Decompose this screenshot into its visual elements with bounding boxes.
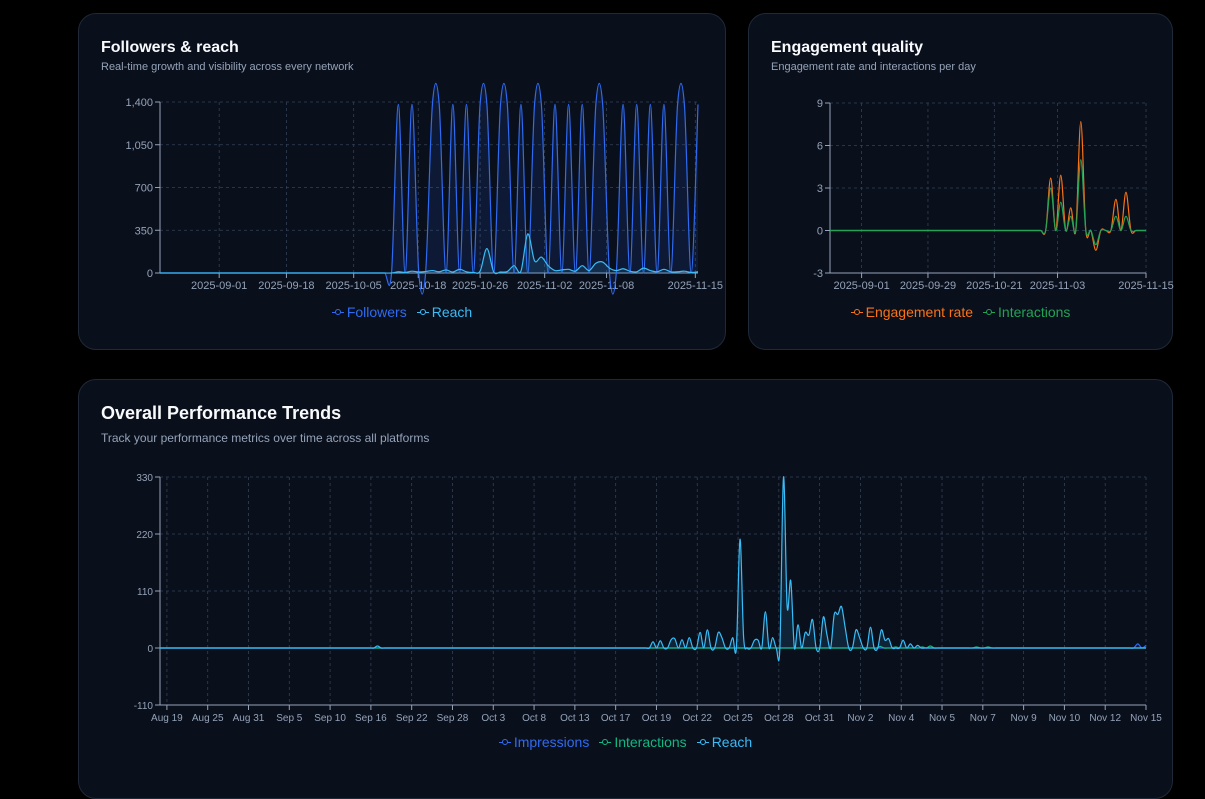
legend-marker-icon [416,308,429,316]
x-tick-label: Oct 3 [481,713,505,724]
y-tick-label: 0 [817,226,823,238]
y-tick-label: 350 [135,225,153,237]
legend-marker-icon [850,308,863,316]
x-tick-label: 2025-09-01 [833,280,889,292]
legend-item-interactions[interactable]: Interactions [599,734,687,750]
x-tick-label: 2025-11-08 [579,280,634,292]
x-tick-label: Sep 22 [396,713,428,724]
performance-trends-card [78,379,1173,799]
engagement-legend: Engagement rate Interactions [748,304,1173,320]
y-tick-label: -110 [134,701,154,712]
y-tick-label: 1,400 [125,97,153,109]
x-tick-label: Oct 31 [805,713,835,724]
legend-item-interactions[interactable]: Interactions [983,304,1070,320]
x-tick-label: 2025-11-15 [668,280,723,292]
engagement-card-subtitle: Engagement rate and interactions per day [771,61,976,73]
x-tick-label: Nov 15 [1130,713,1162,724]
legend-label: Interactions [614,734,687,750]
legend-label: Engagement rate [865,304,974,320]
charts-canvas: 0 350 700 1,050 1,400 2025-09-01 2025-09-18 202… [125,82,1174,724]
followers-card-subtitle: Real-time growth and visibility across e… [101,61,354,73]
x-tick-label: Oct 13 [560,713,590,724]
x-tick-label: 2025-10-05 [326,280,382,292]
x-tick-label: Oct 28 [764,713,794,724]
legend-item-reach[interactable]: Reach [416,304,473,320]
performance-legend: Impressions Interactions Reach [78,734,1173,750]
x-tick-label: Sep 10 [314,713,346,724]
legend-item-impressions[interactable]: Impressions [498,734,590,750]
y-tick-label: 700 [135,183,153,195]
engagement-card-title: Engagement quality [771,39,924,56]
x-tick-label: Oct 8 [522,713,546,724]
legend-label: Interactions [998,304,1071,320]
x-tick-label: Nov 12 [1089,713,1121,724]
x-tick-label: 2025-11-15 [1118,280,1173,292]
legend-marker-icon [983,308,996,316]
followers-chart: 0 350 700 1,050 1,400 2025-09-01 2025-09-18 202… [125,82,723,295]
series-line-reach [160,233,699,275]
series-line-interactions [830,159,1146,246]
legend-label: Reach [711,734,753,750]
x-tick-label: 2025-09-18 [258,280,314,292]
legend-label: Reach [431,304,473,320]
y-tick-label: 9 [817,98,823,110]
x-tick-label: Oct 19 [642,713,672,724]
x-tick-label: Nov 10 [1049,713,1081,724]
x-tick-label: Sep 5 [276,713,303,724]
legend-marker-icon [599,738,612,746]
series-line-reach [160,476,1146,662]
series-area-reach [160,476,1146,662]
legend-marker-icon [498,738,511,746]
x-tick-label: 2025-10-18 [390,280,446,292]
x-tick-label: Oct 25 [723,713,753,724]
x-tick-label: Aug 19 [151,713,183,724]
x-tick-label: Nov 4 [888,713,915,724]
x-tick-label: 2025-09-01 [191,280,247,292]
x-tick-label: 2025-11-03 [1030,280,1085,292]
y-tick-label: 220 [136,530,153,541]
x-tick-label: Oct 22 [683,713,713,724]
engagement-chart: -3 0 3 6 9 2025-09-01 2025-09-29 2025-10-21 2025… [813,98,1174,292]
y-tick-label: 0 [147,644,153,655]
x-tick-label: Sep 28 [437,713,469,724]
x-tick-label: 2025-09-29 [900,280,956,292]
legend-marker-icon [331,308,344,316]
x-tick-label: Aug 31 [233,713,265,724]
performance-chart: -110 0 110 220 330 Aug 19 Aug 25 Aug 31 Sep 5 Sep… [134,473,1163,724]
y-tick-label: 110 [137,587,153,598]
x-tick-label: Aug 25 [192,713,224,724]
x-tick-label: Nov 9 [1011,713,1038,724]
y-tick-label: 330 [136,473,153,484]
x-tick-label: Nov 7 [970,713,997,724]
y-tick-label: 0 [147,268,153,280]
followers-card-title: Followers & reach [101,39,239,56]
x-tick-label: Nov 2 [847,713,874,724]
x-tick-label: Oct 17 [601,713,631,724]
legend-label: Followers [346,304,407,320]
x-tick-label: 2025-11-02 [517,280,572,292]
performance-card-subtitle: Track your performance metrics over time… [101,431,430,445]
legend-item-followers[interactable]: Followers [331,304,407,320]
x-tick-label: 2025-10-21 [966,280,1022,292]
engagement-quality-card [748,13,1173,350]
y-tick-label: -3 [813,268,823,280]
series-area-reach [160,233,698,274]
followers-legend: Followers Reach [78,304,726,320]
x-tick-label: Nov 5 [929,713,956,724]
legend-label: Impressions [513,734,590,750]
y-tick-label: 6 [817,141,823,153]
legend-item-engagement-rate[interactable]: Engagement rate [850,304,974,320]
y-tick-label: 3 [817,183,823,195]
x-tick-label: Sep 16 [355,713,387,724]
legend-item-reach[interactable]: Reach [696,734,753,750]
x-tick-label: 2025-10-26 [452,280,508,292]
y-tick-label: 1,050 [125,140,153,152]
performance-card-title: Overall Performance Trends [101,403,342,423]
legend-marker-icon [696,738,709,746]
